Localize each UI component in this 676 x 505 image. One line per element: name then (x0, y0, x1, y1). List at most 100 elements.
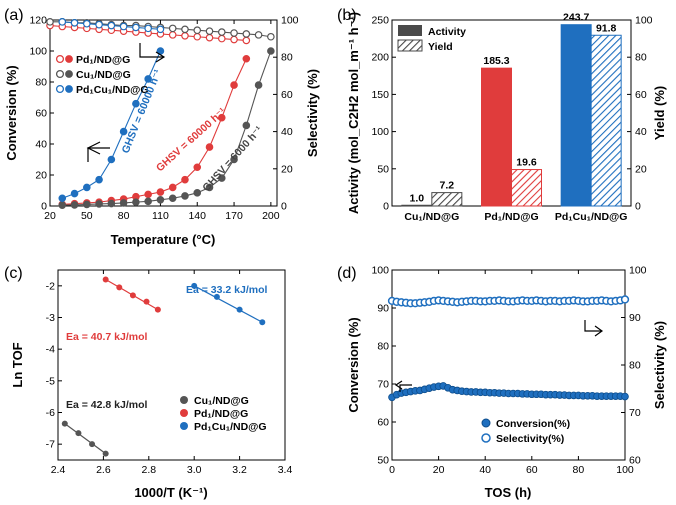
legend-label-activity: Activity (428, 26, 466, 38)
legend-marker-pd1-open (55, 54, 65, 64)
b-y2tick-label: 80 (635, 52, 647, 64)
selectivity-point (168, 31, 177, 39)
a-xtick-label: 110 (152, 210, 169, 222)
conversion-point (83, 183, 91, 192)
selectivity-point (205, 27, 214, 35)
data-point (259, 319, 266, 326)
selectivity-point (70, 18, 79, 27)
selectivity-point (95, 20, 103, 29)
selectivity-point (230, 35, 238, 44)
panel-a-conversion-selectivity: (a) 20 50 80 110 140 170 200020406080100120020… (4, 7, 320, 247)
legend-marker-conversion (481, 418, 491, 428)
legend-marker-selectivity (481, 433, 491, 443)
d-ytick-label: 100 (371, 265, 389, 277)
activity-data-label: 243.7 (563, 12, 589, 24)
selectivity-point (254, 31, 263, 39)
panel-c-label: (c) (4, 265, 23, 282)
b-ytick-label: 0 (383, 201, 389, 213)
legend-label-pd1: Pd₁/ND@G (76, 54, 130, 66)
conversion-point (205, 183, 214, 192)
panel-d-label: (d) (337, 265, 357, 282)
conversion-point (119, 127, 128, 136)
legend-label-yield: Yield (428, 41, 453, 53)
d-y2tick-label: 80 (629, 360, 641, 372)
selectivity-point (242, 30, 251, 38)
conversion-point (205, 143, 214, 151)
legend-marker-pd1cu1-filled (65, 85, 73, 93)
c-ytick-label: -2 (46, 280, 55, 292)
data-point (213, 293, 220, 300)
b-y2tick-label: 100 (635, 15, 653, 27)
b-y2tick-label: 0 (635, 201, 641, 213)
activity-data-label: 185.3 (483, 55, 509, 67)
legend-label-c-cu1: Cu₁/ND@G (194, 395, 249, 407)
conversion-point (242, 121, 251, 130)
ghsv-label-cu1: GHSV = 6000 h⁻¹ (200, 124, 265, 194)
a-ytick-label: 80 (35, 77, 47, 89)
panel-a-ylabel: Conversion (%) (4, 65, 19, 160)
c-ytick-label: -5 (46, 375, 55, 387)
c-xtick-label: 2.4 (51, 464, 66, 476)
a-y2tick-label: 20 (281, 163, 293, 175)
panel-a-xlabel: Temperature (°C) (111, 232, 216, 247)
d-ytick-label: 90 (377, 303, 389, 315)
selectivity-point (217, 28, 226, 36)
panel-c-axes: 2.4 2.6 2.8 3.0 3.2 3.4 -7 -6 -5 -4 -3 -2 (46, 270, 292, 476)
panel-d-marks (387, 295, 630, 402)
conversion-point (132, 99, 140, 108)
selectivity-point (217, 34, 226, 43)
d-y2tick-label: 100 (629, 265, 647, 277)
d-ytick-label: 50 (377, 455, 389, 467)
selectivity-point (132, 23, 140, 32)
conversion-point (193, 189, 202, 197)
b-y2tick-label: 60 (635, 89, 647, 101)
selectivity-point (267, 32, 275, 41)
a-ytick-label: 60 (35, 108, 47, 120)
conversion-point (119, 199, 128, 207)
conversion-point (621, 392, 629, 401)
d-ytick-label: 70 (377, 379, 389, 391)
conversion-point (95, 175, 103, 184)
a-ytick-label: 0 (41, 201, 47, 213)
d-xtick-label: 40 (479, 464, 491, 476)
a-xtick-label: 50 (81, 210, 93, 222)
conversion-point (217, 113, 226, 122)
a-y2tick-label: 80 (281, 52, 293, 64)
d-y2tick-label: 60 (629, 455, 641, 467)
conversion-point (230, 155, 238, 164)
panel-d-legend: Conversion(%) Selectivity(%) (481, 418, 570, 445)
conversion-point (144, 190, 152, 199)
legend-swatch-activity (398, 25, 422, 36)
legend-marker-pd1cu1 (180, 422, 188, 430)
panel-c-arrhenius: (c) 2.4 2.6 2.8 3.0 3.2 3.4 -7 -6 -5 -4 -3 -2 1000/… (4, 265, 292, 500)
panel-d-arrow-left (399, 384, 412, 392)
conversion-point (83, 200, 91, 209)
selectivity-point (168, 24, 177, 33)
data-point (89, 441, 96, 448)
a-y2tick-label: 60 (281, 89, 293, 101)
legend-marker-pd1-filled (65, 55, 73, 63)
panel-c-marks (61, 276, 266, 457)
data-point (116, 284, 123, 291)
b-y2tick-label: 40 (635, 126, 647, 138)
a-xtick-label: 80 (118, 210, 130, 222)
panel-a-arrow-right-head (155, 51, 166, 63)
conversion-point (168, 194, 177, 203)
conversion-point (132, 198, 140, 206)
selectivity-point (107, 21, 116, 30)
d-xtick-label: 60 (526, 464, 538, 476)
selectivity-point (144, 24, 152, 33)
b-ytick-label: 50 (377, 163, 389, 175)
conversion-point (107, 155, 116, 164)
selectivity-point (205, 33, 214, 42)
conversion-point (267, 47, 275, 55)
conversion-point (58, 201, 67, 210)
panel-a-arrow-right-axis (139, 43, 164, 58)
a-xtick-label: 20 (44, 210, 56, 222)
legend-marker-cu1-open (55, 69, 65, 79)
panel-d-xlabel: TOS (h) (485, 485, 532, 500)
a-xtick-label: 200 (262, 210, 280, 222)
panel-a-y2label: Selectivity (%) (305, 69, 320, 157)
